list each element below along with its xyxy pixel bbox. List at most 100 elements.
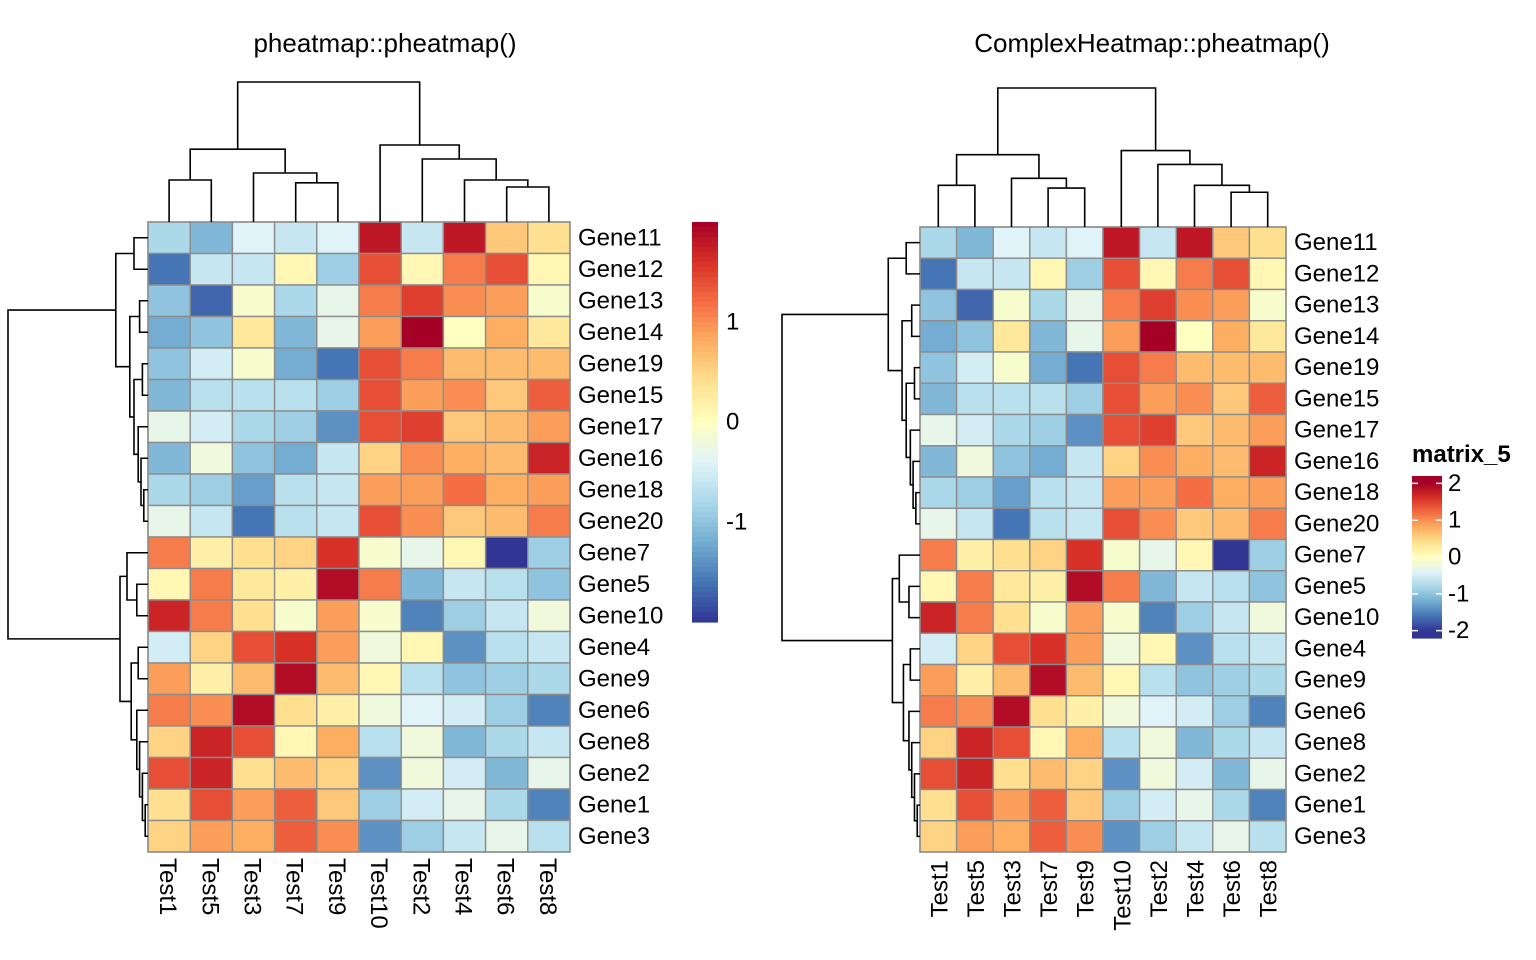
- heatmap-cell-Gene10-Test7: [1029, 601, 1068, 634]
- heatmap-cell-Gene4-Test4: [1175, 632, 1214, 666]
- column-dendrogram-branch-7: [1120, 149, 1191, 227]
- row-label-Gene14: Gene14: [578, 319, 663, 346]
- heatmap-cell-Gene15-Test4: [1175, 382, 1214, 416]
- heatmap-cell-Gene4-Test9: [316, 630, 360, 664]
- column-label-Test9: Test9: [1073, 860, 1100, 917]
- heatmap-cell-Gene10-Test9: [1065, 601, 1104, 634]
- heatmap-cell-Gene19-Test2: [400, 347, 445, 381]
- heatmap-cell-Gene2-Test4: [1175, 757, 1214, 791]
- legend-gradient-step: [692, 547, 718, 553]
- legend-gradient-step: [1412, 619, 1442, 623]
- legend-gradient-step: [692, 582, 718, 588]
- legend-gradient-step: [692, 312, 718, 318]
- legend-gradient-step: [1412, 536, 1442, 540]
- heatmap-cell-Gene13-Test10: [1102, 288, 1141, 322]
- legend-gradient-step: [1412, 629, 1442, 633]
- heatmap-cell-Gene16-Test5: [189, 441, 234, 475]
- legend-gradient-step: [692, 387, 718, 393]
- column-dendrogram-branch-4: [505, 186, 550, 222]
- column-dendrogram-branch-7: [379, 144, 461, 222]
- legend-gradient-step: [1412, 538, 1442, 542]
- heatmap-cell-Gene3-Test6: [1212, 820, 1251, 853]
- legend-gradient-step: [692, 262, 718, 268]
- row-label-Gene13: Gene13: [1294, 292, 1379, 319]
- heatmap-cell-Gene12-Test6: [1212, 257, 1251, 291]
- column-labels: Test1 Test5 Test3 Test7 Test9 Test10 Test2 Test…: [926, 860, 1282, 931]
- heatmap-cell-Gene13-Test1: [147, 284, 191, 318]
- heatmap-cell-Gene6-Test7: [273, 693, 318, 727]
- heatmap-cell-Gene8-Test6: [1212, 726, 1251, 759]
- heatmap-cell-Gene12-Test5: [189, 252, 234, 286]
- row-label-Gene15: Gene15: [578, 382, 663, 409]
- heatmap-cell-Gene18-Test8: [527, 473, 571, 507]
- column-label-Test10: Test10: [365, 858, 392, 929]
- row-dendrogram-branch-18: [781, 313, 893, 642]
- heatmap-cell-Gene2-Test2: [1138, 757, 1177, 791]
- heatmap-cell-Gene17-Test8: [527, 410, 571, 444]
- heatmap-cell-Gene14-Test6: [1212, 320, 1251, 353]
- legend-gradient-step: [692, 552, 718, 558]
- legend-gradient-step: [692, 407, 718, 413]
- heatmap-cell-Gene6-Test9: [1065, 695, 1104, 728]
- heatmap-cell-Gene4-Test6: [1212, 632, 1251, 666]
- heatmap-cell-Gene15-Test5: [955, 382, 994, 416]
- column-dendrogram: [937, 87, 1269, 227]
- legend-gradient-step: [1412, 623, 1442, 627]
- legend-gradient-step: [1412, 595, 1442, 599]
- legend-gradient-step: [692, 267, 718, 273]
- legend-tick-label: 1: [1448, 507, 1461, 534]
- heatmap-cell-Gene10-Test2: [400, 599, 445, 633]
- heatmap-cell-Gene12-Test7: [273, 252, 318, 286]
- legend-gradient-step: [692, 427, 718, 433]
- row-dendrogram-branch-2: [141, 362, 148, 397]
- heatmap-cell-Gene15-Test1: [147, 378, 191, 412]
- row-dendrogram-branch-9: [136, 583, 148, 617]
- heatmap-cell-Gene10-Test3: [992, 601, 1031, 634]
- legend-gradient-step: [692, 362, 718, 368]
- legend-gradient-step: [692, 397, 718, 403]
- heatmap-cells: [919, 226, 1287, 853]
- heatmap-cell-Gene3-Test9: [1065, 820, 1104, 853]
- heatmap-cell-Gene1-Test3: [231, 788, 276, 822]
- heatmap-cell-Gene9-Test10: [358, 662, 402, 696]
- heatmap-cell-Gene17-Test2: [1138, 413, 1177, 447]
- heatmap-cell-Gene10-Test10: [1102, 601, 1141, 634]
- heatmap-cell-Gene17-Test7: [1029, 413, 1068, 447]
- heatmap-cell-Gene11-Test9: [1065, 226, 1104, 259]
- heatmap-cell-Gene20-Test1: [147, 504, 191, 538]
- legend-gradient-step: [692, 422, 718, 428]
- legend-gradient-step: [1412, 613, 1442, 617]
- row-dendrogram-branch-15: [908, 710, 920, 771]
- heatmap-cell-Gene1-Test2: [400, 788, 445, 822]
- heatmap-cell-Gene6-Test4: [1175, 695, 1214, 728]
- heatmap-cell-Gene3-Test4: [1175, 820, 1214, 853]
- heatmap-cell-Gene12-Test9: [1065, 257, 1104, 291]
- heatmap-cell-Gene10-Test5: [189, 599, 234, 633]
- heatmap-cell-Gene19-Test4: [1175, 351, 1214, 384]
- heatmap-cells: [147, 221, 571, 853]
- heatmap-cell-Gene8-Test6: [484, 725, 529, 759]
- legend-gradient-step: [1412, 480, 1442, 483]
- heatmap-cell-Gene7-Test6: [1212, 538, 1251, 572]
- column-dendrogram-branch-2: [1010, 177, 1068, 227]
- heatmap-cell-Gene16-Test4: [442, 441, 487, 475]
- legend-gradient-step: [692, 277, 718, 283]
- legend-gradient-step: [692, 472, 718, 478]
- legend-gradient-step: [692, 302, 718, 308]
- heatmap-cell-Gene7-Test1: [919, 538, 958, 572]
- row-label-Gene10: Gene10: [1294, 604, 1379, 631]
- heatmap-cell-Gene3-Test3: [992, 820, 1031, 853]
- legend-gradient-step: [692, 482, 718, 488]
- heatmap-cell-Gene9-Test1: [147, 662, 191, 696]
- heatmap-cell-Gene20-Test6: [484, 504, 529, 538]
- heatmap-cell-Gene17-Test9: [1065, 413, 1104, 447]
- column-label-Test3: Test3: [239, 858, 266, 915]
- heatmap-cell-Gene9-Test2: [400, 662, 445, 696]
- legend-gradient-step: [692, 522, 718, 528]
- heatmap-cell-Gene8-Test5: [955, 726, 994, 759]
- heatmap-cell-Gene7-Test5: [189, 536, 234, 570]
- heatmap-cell-Gene11-Test5: [955, 226, 994, 259]
- heatmap-cell-Gene18-Test5: [189, 473, 234, 507]
- column-label-Test1: Test1: [154, 858, 181, 915]
- legend-gradient-step: [1412, 591, 1442, 595]
